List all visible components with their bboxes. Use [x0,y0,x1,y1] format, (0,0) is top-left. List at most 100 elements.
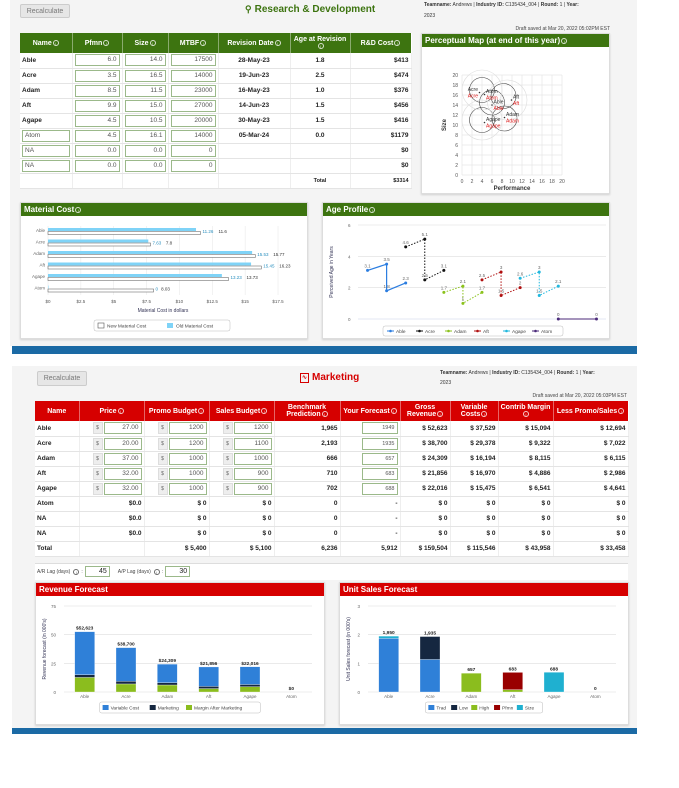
mtbf-input[interactable]: 20000 [170,114,216,127]
data-point [404,281,408,285]
legend-item[interactable]: High [479,706,489,712]
legend-item[interactable]: Acre [425,329,435,335]
mtbf-input[interactable]: 0 [170,144,216,157]
promo-input[interactable]: 1200 [168,437,207,450]
mk-recalculate-button[interactable]: Recalculate [37,371,87,386]
sales-input[interactable]: 1000 [233,452,272,465]
info-icon[interactable]: i [394,39,401,46]
product-name-input[interactable]: NA [22,159,70,172]
mtbf-input[interactable]: 14000 [170,129,216,142]
size-input[interactable]: 0.0 [124,144,166,157]
sales-input[interactable]: 900 [233,467,272,480]
info-icon[interactable]: i [261,407,268,414]
ar-lag-input[interactable]: 45 [84,566,110,577]
forecast-cell: 688 [340,481,401,497]
info-icon[interactable]: i [153,568,160,575]
price-input[interactable]: 20.00 [103,437,142,450]
promo-input[interactable]: 1000 [168,482,207,495]
info-icon[interactable]: i [75,207,82,213]
legend-item[interactable]: Low [459,706,468,712]
forecast-input[interactable]: 688 [361,482,398,495]
price-input[interactable]: 32.00 [103,467,142,480]
info-icon[interactable]: i [561,38,568,44]
price-input[interactable]: 32.00 [103,482,142,495]
mtbf-input[interactable]: 17500 [170,54,216,67]
pfmn-input[interactable]: 3.5 [74,69,120,82]
pfmn-input[interactable]: 0.0 [74,159,120,172]
info-icon[interactable]: i [481,411,488,417]
legend-item[interactable]: Size [525,706,535,712]
info-icon[interactable]: i [437,411,444,417]
legend-item[interactable]: Trad [436,706,446,712]
promo-input[interactable]: 1000 [168,452,207,465]
info-icon[interactable]: i [390,407,397,414]
pfmn-input[interactable]: 4.5 [74,114,120,127]
legend-item[interactable]: New Material Cost [107,324,147,330]
sales-input[interactable]: 900 [233,482,272,495]
pfmn-input[interactable]: 9.9 [74,99,120,112]
legend-item[interactable]: Able [396,329,406,335]
size-input[interactable]: 16.5 [124,69,166,82]
info-icon[interactable]: i [73,568,80,575]
promo-input[interactable]: 1200 [168,422,207,435]
legend-item[interactable]: Pfmn [502,706,514,712]
sales-input[interactable]: 1100 [233,437,272,450]
forecast-input[interactable]: 683 [361,467,398,480]
promo-input[interactable]: 1000 [168,467,207,480]
forecast-input[interactable]: 1949 [361,422,398,435]
info-icon[interactable]: i [274,39,281,46]
cost-cell: $1179 [350,128,412,144]
mtbf-input[interactable]: 23000 [170,84,216,97]
sales-input[interactable]: 1200 [233,422,272,435]
legend-item[interactable]: Old Material Cost [176,324,214,330]
info-icon[interactable]: i [369,207,376,213]
pfmn-input[interactable]: 0.0 [74,144,120,157]
price-input[interactable]: 27.00 [103,422,142,435]
mtbf-input[interactable]: 0 [170,159,216,172]
info-icon[interactable]: i [618,407,625,414]
mk-col-header: Contrib Margini [498,401,554,421]
price-input[interactable]: 37.00 [103,452,142,465]
size-input[interactable]: 0.0 [124,159,166,172]
info-icon[interactable]: i [149,39,156,46]
info-icon[interactable]: i [198,407,205,414]
ap-lag-input[interactable]: 30 [165,566,191,577]
date-cell: 19-Jun-23 [218,68,291,84]
info-icon[interactable]: i [52,39,59,46]
table-row: Acre 3.5 16.5 14000 19-Jun-23 2.5 $474 [20,68,412,84]
mtbf-input[interactable]: 27000 [170,99,216,112]
info-icon[interactable]: i [200,39,207,46]
product-name-input[interactable]: NA [22,144,70,157]
info-icon[interactable]: i [103,39,110,46]
gross-cell: $ 24,309 [400,451,451,467]
size-input[interactable]: 11.5 [124,84,166,97]
info-icon[interactable]: i [117,407,124,414]
rd-recalculate-button[interactable]: Recalculate [20,4,70,18]
info-icon[interactable]: i [321,411,328,417]
legend-item[interactable]: Margin After Marketing [194,706,243,712]
legend-item[interactable]: Marketing [158,706,179,712]
legend-swatch [102,705,109,710]
size-input[interactable]: 15.0 [124,99,166,112]
legend-item[interactable]: Adam [454,329,467,335]
data-label: 13.73 [246,275,258,280]
legend-item[interactable]: Atom [541,329,552,335]
rd-col-header: Pfmn i [72,33,123,53]
info-icon[interactable]: i [317,43,324,49]
size-input[interactable]: 10.5 [124,114,166,127]
legend-item[interactable]: Agape [512,329,526,335]
product-name-input[interactable]: Atom [22,129,70,142]
size-input[interactable]: 16.1 [124,129,166,142]
forecast-input[interactable]: 1935 [361,437,398,450]
legend-item[interactable]: Aft [483,329,490,335]
legend-item[interactable]: Variable Cost [111,706,140,712]
promo-cell: $1000 [144,451,210,467]
pfmn-input[interactable]: 4.5 [74,129,120,142]
size-input[interactable]: 14.0 [124,54,166,67]
forecast-input[interactable]: 657 [361,452,398,465]
pfmn-input[interactable]: 8.5 [74,84,120,97]
info-icon[interactable]: i [523,411,529,417]
pfmn-input[interactable]: 6.0 [74,54,120,67]
y-tick: 0 [455,173,458,179]
mtbf-input[interactable]: 14000 [170,69,216,82]
